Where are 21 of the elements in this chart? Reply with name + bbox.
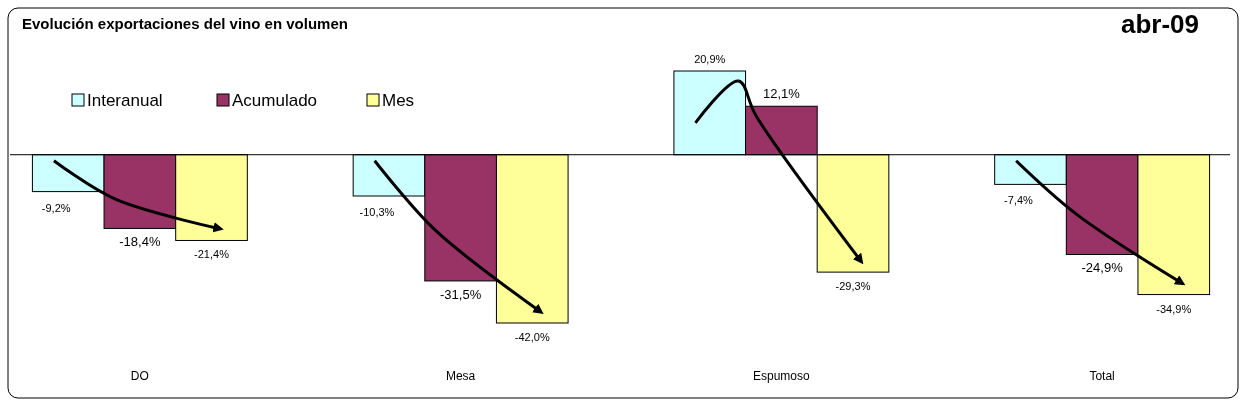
x-tick-label: DO xyxy=(130,369,149,383)
legend-label: Interanual xyxy=(87,91,163,110)
data-label: -7,4% xyxy=(1004,194,1034,207)
data-label: -34,9% xyxy=(1156,302,1192,315)
data-label: 20,9% xyxy=(694,53,726,65)
x-tick-label: Total xyxy=(1089,369,1115,383)
data-label: -21,4% xyxy=(194,248,230,261)
x-tick-label: Espumoso xyxy=(753,369,811,383)
legend-label: Acumulado xyxy=(232,91,318,110)
data-label: -10,3% xyxy=(359,206,395,218)
data-label: -31,5% xyxy=(440,286,482,302)
data-label: -29,3% xyxy=(835,280,871,293)
data-label: -9,2% xyxy=(41,201,71,214)
chart-subtitle: abr-09 xyxy=(1120,9,1200,39)
data-label: -42,0% xyxy=(514,331,550,343)
data-label: -18,4% xyxy=(119,234,161,250)
data-label: -24,9% xyxy=(1081,260,1124,276)
legend-label: Mes xyxy=(382,91,415,110)
x-tick-label: Mesa xyxy=(445,369,476,383)
data-label: 12,1% xyxy=(762,86,801,102)
chart-title: Evolución exportaciones del vino en volumen xyxy=(22,15,348,32)
